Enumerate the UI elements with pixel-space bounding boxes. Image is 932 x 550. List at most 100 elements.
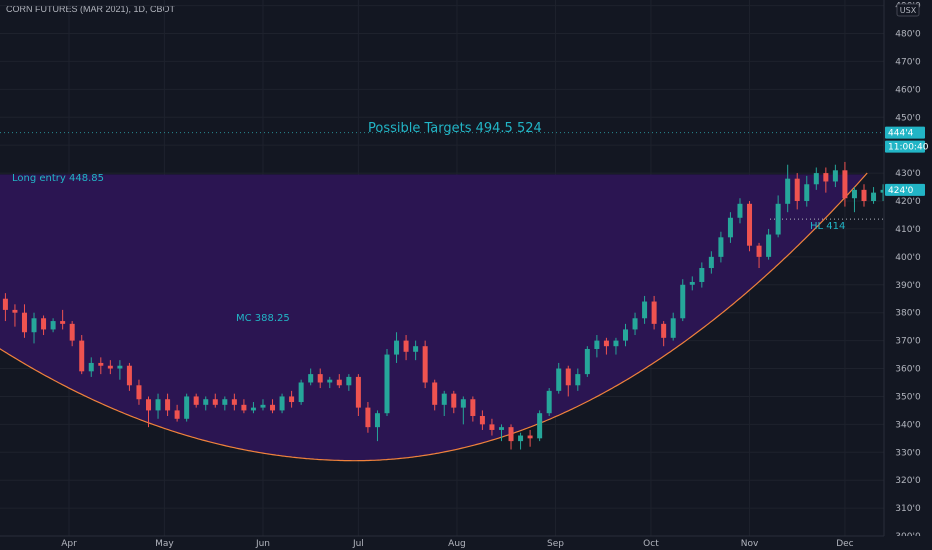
candle-body [60, 321, 66, 324]
candle-body [470, 399, 476, 416]
candle-body [479, 415, 485, 425]
price-tag-label: 444'4 [888, 129, 914, 139]
symbol-title: CORN FUTURES (MAR 2021), 1D, CBOT [6, 4, 176, 14]
candle-body [871, 192, 877, 202]
candle-body [184, 396, 190, 419]
candle-body [766, 234, 772, 257]
candle-body [222, 399, 228, 405]
candle-body [174, 410, 180, 419]
price-tick-label: 480'0 [895, 30, 921, 40]
candle-body [155, 399, 161, 411]
candle-body [556, 368, 562, 391]
candle-body [842, 170, 848, 199]
candle-body [250, 407, 256, 411]
currency-button-label: USX [900, 6, 917, 15]
candle-body [737, 203, 743, 218]
time-axis[interactable]: Apr May Jun Jul Aug Sep Oct Nov Dec [61, 539, 853, 549]
candle-body [374, 413, 380, 428]
candle-body [861, 189, 867, 202]
candle-body [527, 435, 533, 439]
candle-body [413, 346, 419, 352]
candle-body [794, 178, 800, 202]
candle-body [451, 393, 457, 408]
candle-body [336, 379, 342, 386]
time-axis-background [0, 536, 932, 550]
price-tick-label: 350'0 [895, 392, 921, 402]
candle-body [537, 413, 543, 439]
candle-body [632, 318, 638, 330]
candle-body [136, 385, 142, 400]
candle-body [432, 382, 438, 405]
currency-button-frame [896, 3, 920, 17]
price-tick-label: 390'0 [895, 281, 921, 291]
price-tick-label: 450'0 [895, 113, 921, 123]
candle-body [69, 323, 75, 341]
candle-body [623, 329, 628, 341]
price-tick-label: 420'0 [895, 197, 921, 207]
currency-button[interactable]: USX [896, 3, 920, 17]
price-tick-label: 470'0 [895, 57, 921, 67]
time-tick-label: Nov [741, 539, 759, 549]
price-tick-label: 330'0 [895, 448, 921, 458]
price-tick-label: 400'0 [895, 253, 921, 263]
candle-body [594, 340, 600, 349]
price-tick-label: 360'0 [895, 365, 921, 375]
candle-body [50, 321, 56, 330]
candle-body [346, 376, 352, 386]
candle-body [165, 399, 171, 411]
time-tick-label: Aug [448, 539, 466, 549]
candle-body [365, 407, 371, 428]
candle-body [231, 399, 237, 405]
candle-body [289, 396, 295, 403]
candle-body [460, 399, 466, 408]
time-tick-label: May [155, 539, 174, 549]
candle-body [146, 399, 151, 411]
candle-body [689, 281, 695, 285]
candle-body [756, 245, 762, 257]
price-tick-label: 430'0 [895, 169, 921, 179]
candle-body [670, 318, 676, 338]
candle-body [603, 340, 609, 347]
candle-body [2, 298, 8, 310]
price-tick-label: 410'0 [895, 225, 921, 235]
price-tag-label: 11:00:40 [888, 143, 929, 153]
candle-body [107, 365, 113, 369]
candle-body [327, 379, 333, 383]
long-entry-label: Long entry 448.85 [12, 173, 104, 184]
candle-body [88, 362, 94, 372]
candle-body [441, 393, 447, 405]
candle-body [708, 256, 714, 269]
candle-body [651, 301, 657, 324]
candles [2, 161, 886, 450]
candle-body [775, 203, 781, 235]
candle-body [41, 318, 47, 330]
candle-body [270, 404, 276, 411]
candle-body [126, 365, 132, 386]
candle-body [518, 435, 524, 442]
candle-body [79, 340, 85, 372]
price-tick-label: 340'0 [895, 420, 921, 430]
price-tick-label: 310'0 [895, 504, 921, 514]
time-tick-label: Sep [547, 539, 564, 549]
price-tick-label: 460'0 [895, 85, 921, 95]
candle-body [565, 368, 571, 386]
candle-body [241, 404, 247, 411]
candle-body [813, 173, 819, 185]
candle-body [422, 346, 428, 383]
candle-body [384, 354, 390, 414]
candle-body [661, 323, 667, 338]
price-tick-label: 380'0 [895, 309, 921, 319]
candle-body [699, 268, 705, 282]
candle-body [31, 318, 37, 333]
candle-body [498, 427, 504, 430]
price-tag [885, 183, 925, 196]
cup-curve [0, 172, 868, 462]
candle-body [832, 170, 838, 182]
candle-body [727, 217, 733, 238]
candle-body [298, 382, 304, 403]
possible-targets-label: Possible Targets 494.5 524 [368, 121, 542, 136]
candle-body [203, 399, 209, 405]
time-tick-label: Jun [255, 539, 270, 549]
time-tick-label: Jul [352, 539, 364, 549]
